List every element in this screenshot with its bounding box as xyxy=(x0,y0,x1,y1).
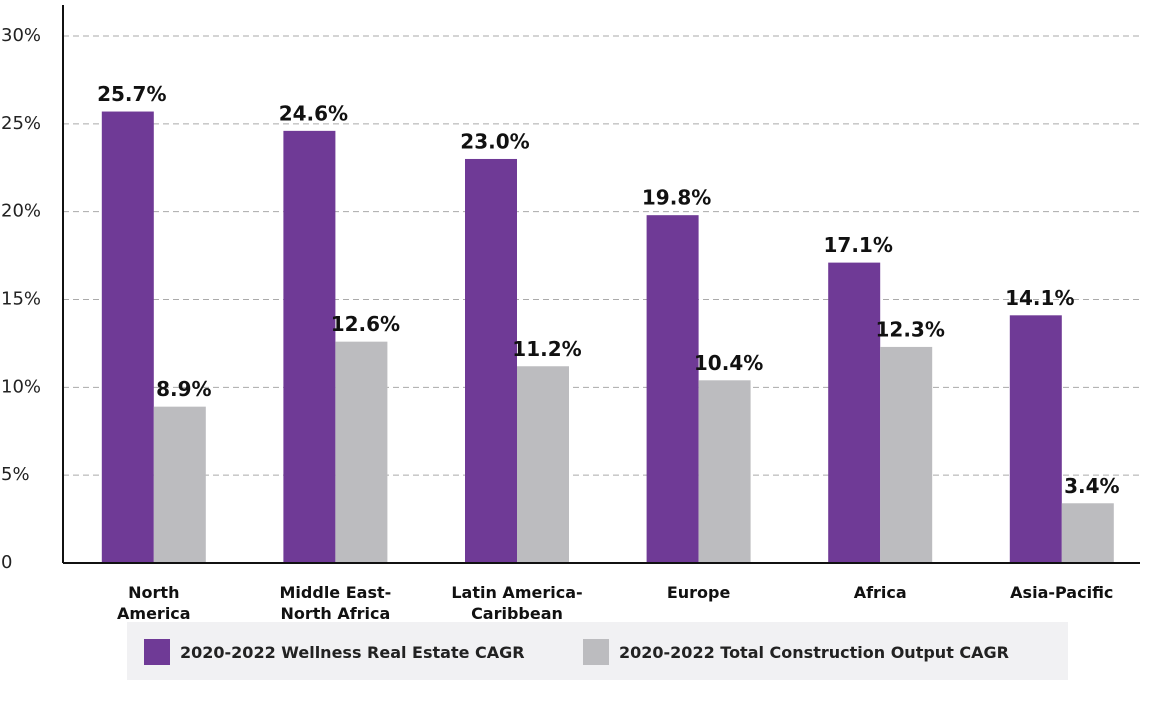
data-label: 19.8% xyxy=(642,186,711,210)
data-label: 24.6% xyxy=(279,101,348,125)
y-tick-label: 30% xyxy=(1,25,41,46)
data-label: 12.6% xyxy=(331,312,400,336)
bar xyxy=(465,158,517,563)
legend-item: 2020-2022 Total Construction Output CAGR xyxy=(583,639,1009,665)
bar xyxy=(880,346,933,563)
x-tick-label: Middle East- North Africa xyxy=(279,583,392,623)
x-tick-label: Africa xyxy=(853,583,907,602)
y-tick-label: 15% xyxy=(1,289,41,310)
legend-label: 2020-2022 Total Construction Output CAGR xyxy=(619,642,1009,662)
data-label: 11.2% xyxy=(512,337,581,361)
x-tick-label: Europe xyxy=(666,583,731,602)
bar xyxy=(646,215,699,563)
data-label: 3.4% xyxy=(1064,474,1119,498)
legend: 2020-2022 Wellness Real Estate CAGR 2020-… xyxy=(127,622,1068,680)
data-label: 8.9% xyxy=(156,377,211,401)
bar xyxy=(698,380,751,563)
y-tick-label: 0 xyxy=(1,552,12,573)
data-label: 23.0% xyxy=(460,129,529,153)
x-tick-label: Asia-Pacific xyxy=(1010,583,1114,602)
bar xyxy=(101,111,154,563)
y-tick-label: 20% xyxy=(1,201,41,222)
data-label: 12.3% xyxy=(876,317,945,341)
data-label: 10.4% xyxy=(694,351,763,375)
x-tick-label: North America xyxy=(117,583,191,623)
y-tick-label: 25% xyxy=(1,113,41,134)
bar xyxy=(335,341,388,563)
bar xyxy=(283,130,336,564)
legend-label: 2020-2022 Wellness Real Estate CAGR xyxy=(180,642,525,662)
legend-item: 2020-2022 Wellness Real Estate CAGR xyxy=(144,639,525,665)
y-tick-label: 10% xyxy=(1,376,41,397)
bar xyxy=(153,406,206,563)
bar xyxy=(1009,315,1062,563)
x-tick-label: Latin America- Caribbean xyxy=(451,583,583,623)
bar xyxy=(828,262,881,563)
y-tick-label: 5% xyxy=(1,464,30,485)
data-label: 17.1% xyxy=(824,233,893,257)
data-label: 25.7% xyxy=(97,82,166,106)
legend-swatch xyxy=(583,639,609,665)
bar xyxy=(1061,503,1114,563)
data-label: 14.1% xyxy=(1005,286,1074,310)
legend-swatch xyxy=(144,639,170,665)
bar xyxy=(517,366,569,563)
